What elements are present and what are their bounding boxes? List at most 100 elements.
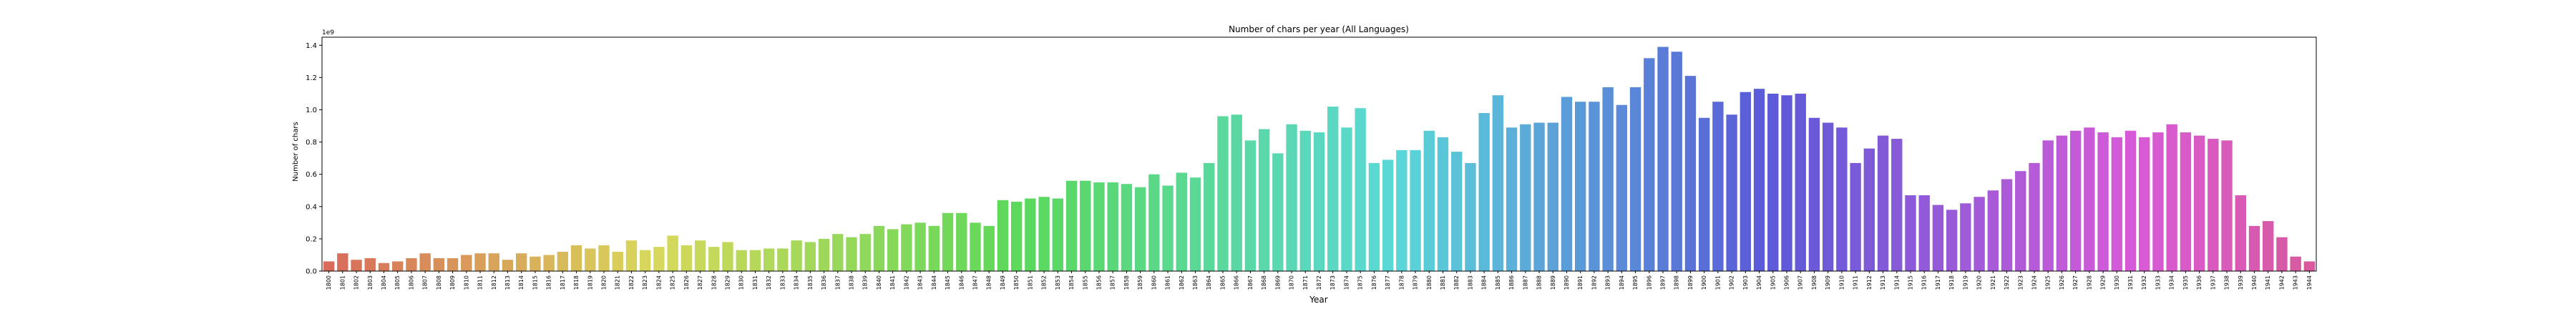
bar-1820 (598, 245, 610, 271)
x-tick-label-1846: 1846 (958, 275, 965, 290)
x-tick-label-1820: 1820 (601, 275, 608, 290)
bar-1915 (1905, 195, 1916, 271)
bar-1892 (1589, 102, 1600, 271)
bar-1898 (1671, 52, 1682, 272)
x-tick-label-1934: 1934 (2169, 275, 2175, 290)
bar-1911 (1850, 162, 1861, 271)
bar-1901 (1712, 102, 1724, 271)
bar-1912 (1863, 148, 1875, 271)
bar-1845 (942, 212, 954, 271)
x-tick-label-1837: 1837 (834, 275, 841, 290)
y-tick-label: 0.2 (306, 235, 317, 243)
bar-1916 (1918, 195, 1930, 271)
bar-1860 (1148, 174, 1160, 271)
bar-1903 (1740, 92, 1752, 271)
bar-1829 (722, 242, 733, 271)
bar-1833 (777, 248, 789, 271)
x-tick-label-1885: 1885 (1495, 275, 1501, 290)
bar-1881 (1437, 137, 1449, 271)
x-tick-label-1914: 1914 (1893, 275, 1900, 290)
bar-1870 (1286, 124, 1297, 271)
bar-1856 (1093, 182, 1105, 271)
bar-1850 (1010, 202, 1023, 271)
bar-1888 (1533, 122, 1545, 271)
bar-1868 (1258, 129, 1270, 271)
bar-1882 (1451, 152, 1463, 271)
bar-1914 (1891, 139, 1903, 271)
bar-1926 (2056, 135, 2068, 271)
bar-1867 (1244, 140, 1257, 271)
bar-1807 (419, 253, 431, 271)
bar-1899 (1684, 76, 1697, 272)
x-tick-label-1850: 1850 (1013, 275, 1020, 290)
bar-1942 (2276, 237, 2288, 271)
x-tick-label-1880: 1880 (1426, 275, 1433, 290)
bar-1848 (983, 225, 995, 271)
bar-1913 (1877, 135, 1889, 271)
x-tick-label-1874: 1874 (1343, 275, 1350, 290)
x-tick-label-1917: 1917 (1935, 275, 1941, 290)
x-tick-label-1905: 1905 (1770, 275, 1776, 290)
x-tick-label-1845: 1845 (945, 275, 951, 290)
bar-1917 (1932, 205, 1944, 271)
bar-1816 (543, 255, 555, 271)
x-tick-label-1842: 1842 (903, 275, 909, 290)
x-tick-label-1890: 1890 (1563, 275, 1570, 290)
x-tick-label-1870: 1870 (1289, 275, 1295, 290)
x-tick-label-1859: 1859 (1137, 275, 1143, 290)
x-tick-label-1876: 1876 (1371, 275, 1377, 290)
x-tick-label-1860: 1860 (1151, 275, 1157, 290)
bar-1834 (791, 240, 802, 271)
x-tick-label-1942: 1942 (2278, 275, 2285, 290)
x-tick-label-1929: 1929 (2100, 275, 2107, 290)
bar-1907 (1795, 93, 1806, 271)
bar-1883 (1465, 162, 1476, 271)
x-tick-label-1931: 1931 (2127, 275, 2134, 290)
y-tick-label: 1.0 (306, 107, 317, 114)
x-tick-label-1878: 1878 (1398, 275, 1405, 290)
bar-1823 (640, 250, 651, 271)
x-tick-label-1863: 1863 (1192, 275, 1199, 290)
x-tick-label-1843: 1843 (917, 275, 924, 290)
bar-1878 (1396, 149, 1407, 271)
bar-1842 (901, 224, 912, 271)
bar-1839 (859, 234, 871, 271)
bar-1921 (1987, 190, 1999, 271)
bar-1922 (2001, 179, 2013, 271)
chart-title: Number of chars per year (All Languages) (1229, 24, 1409, 34)
x-tick-label-1927: 1927 (2072, 275, 2079, 290)
x-tick-label-1891: 1891 (1577, 275, 1584, 290)
bar-1873 (1327, 106, 1339, 271)
x-tick-label-1804: 1804 (381, 275, 387, 290)
x-axis-ticks: 1800 1801 1802 1803 1804 1805 1806 1807 1808 1809… (326, 271, 2313, 290)
bar-1871 (1299, 130, 1311, 271)
x-tick-label-1900: 1900 (1701, 275, 1707, 290)
bar-1884 (1478, 112, 1490, 271)
x-tick-label-1921: 1921 (1990, 275, 1996, 290)
x-tick-label-1824: 1824 (655, 275, 662, 290)
x-tick-label-1828: 1828 (711, 275, 717, 290)
x-tick-label-1932: 1932 (2141, 275, 2147, 290)
x-tick-label-1834: 1834 (794, 275, 800, 290)
x-tick-label-1926: 1926 (2059, 275, 2065, 290)
y-axis-scale-label: 1e9 (322, 29, 334, 36)
x-tick-label-1913: 1913 (1880, 275, 1886, 290)
bar-1844 (928, 225, 940, 271)
bar-1813 (502, 260, 514, 271)
bar-1944 (2303, 261, 2316, 271)
bar-1877 (1382, 160, 1394, 271)
bar-1815 (530, 256, 541, 271)
x-tick-label-1852: 1852 (1041, 275, 1048, 290)
bar-1800 (323, 261, 335, 271)
plot-frame (321, 36, 2317, 272)
x-tick-label-1812: 1812 (491, 275, 497, 290)
x-tick-label-1844: 1844 (931, 275, 937, 290)
bar-1920 (1974, 197, 1985, 271)
x-tick-label-1831: 1831 (752, 275, 758, 290)
bar-1835 (804, 242, 816, 271)
x-tick-label-1907: 1907 (1797, 275, 1804, 290)
x-tick-label-1856: 1856 (1096, 275, 1102, 290)
x-tick-label-1838: 1838 (849, 275, 855, 290)
x-tick-label-1853: 1853 (1055, 275, 1061, 290)
x-tick-label-1909: 1909 (1825, 275, 1831, 290)
